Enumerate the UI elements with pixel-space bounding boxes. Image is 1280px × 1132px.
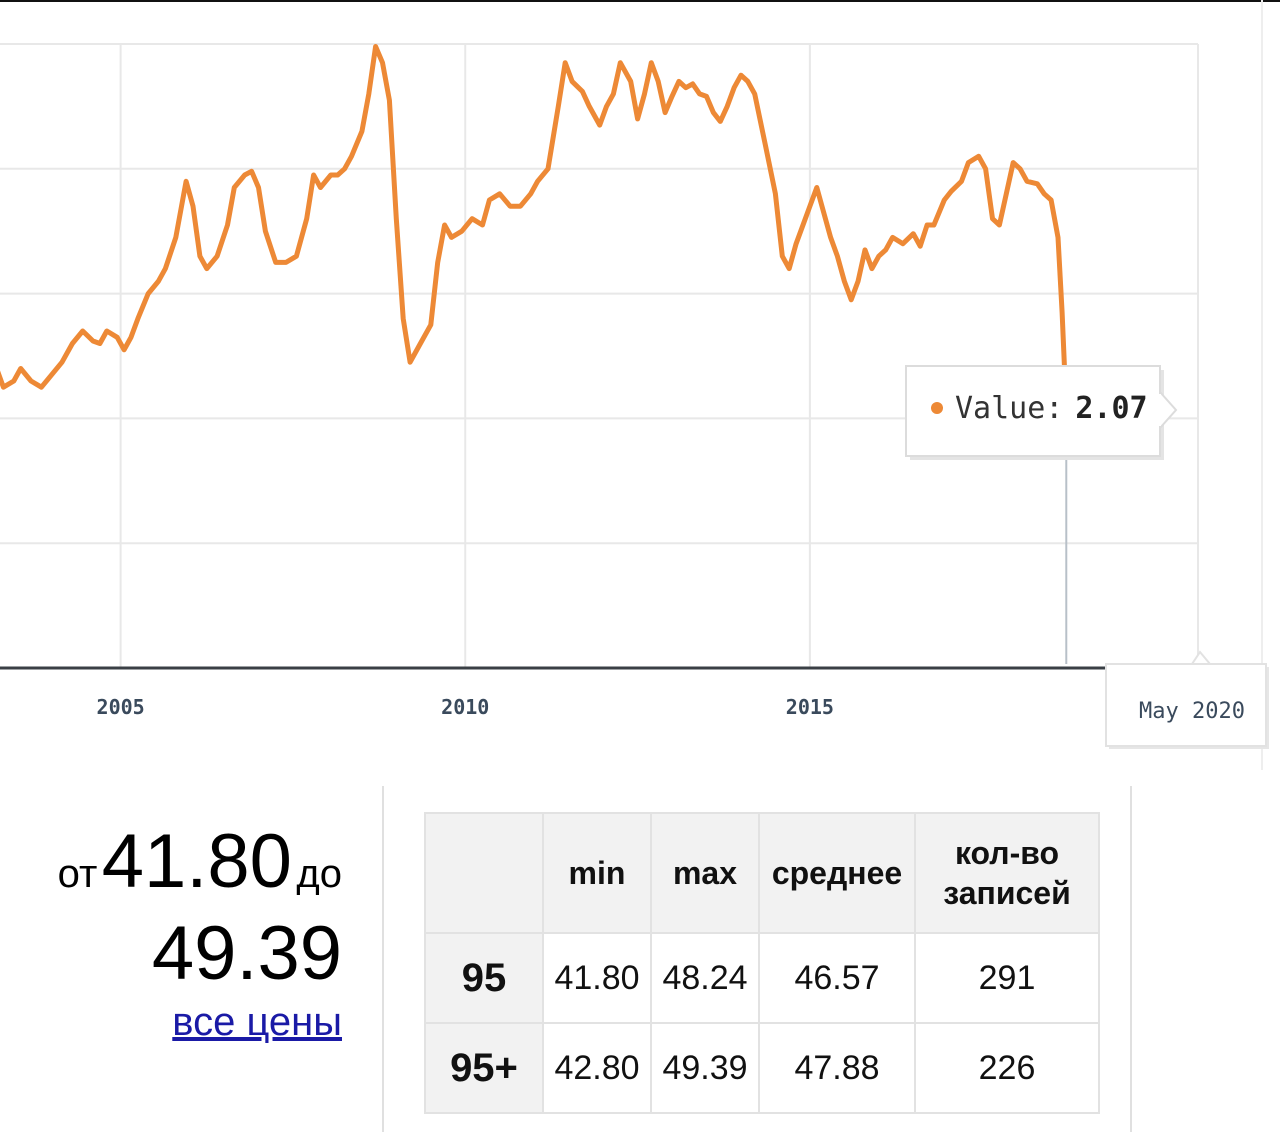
header-average: среднее: [758, 812, 916, 934]
table-header-row: min max среднее кол-во записей: [424, 812, 1100, 934]
cell-min: 42.80: [542, 1022, 652, 1114]
x-axis-ticks: 2005 2010 2015: [97, 695, 834, 719]
tooltip: Value: 2.07: [905, 365, 1178, 460]
crosshair-date-label: May 2020: [1139, 699, 1245, 724]
cell-max: 49.39: [650, 1022, 760, 1114]
tooltip-text: Value: 2.07: [955, 391, 1148, 426]
x-tick-label: 2005: [97, 695, 145, 719]
max-price: 49.39: [151, 911, 342, 996]
cell-count: 291: [914, 932, 1100, 1024]
tooltip-value: 2.07: [1075, 391, 1147, 426]
price-range-line: от 41.80 до: [58, 818, 342, 905]
divider-right: [1130, 786, 1132, 1132]
row-label: 95: [424, 932, 544, 1024]
table-row: 95+ 42.80 49.39 47.88 226: [424, 1022, 1100, 1114]
cell-count: 226: [914, 1022, 1100, 1114]
cell-min: 41.80: [542, 932, 652, 1024]
from-word: от: [57, 852, 98, 896]
header-empty: [424, 812, 544, 934]
header-count: кол-во записей: [914, 812, 1100, 934]
tooltip-label: Value:: [955, 391, 1063, 426]
header-min: min: [542, 812, 652, 934]
x-tick-label: 2015: [786, 695, 834, 719]
top-border: [0, 0, 1280, 2]
tooltip-series-dot: [931, 402, 943, 414]
all-prices-link[interactable]: все цены: [172, 1000, 342, 1044]
cell-average: 47.88: [758, 1022, 916, 1114]
cell-average: 46.57: [758, 932, 916, 1024]
series-line: [0, 44, 1069, 413]
crosshair-label-box: May 2020: [1105, 650, 1269, 749]
to-word: до: [296, 852, 342, 896]
divider-left: [382, 786, 384, 1132]
row-label: 95+: [424, 1022, 544, 1114]
table-row: 95 41.80 48.24 46.57 291: [424, 932, 1100, 1024]
x-tick-label: 2010: [441, 695, 489, 719]
price-history-chart: 2005 2010 2015 May 2020 Value: 2.07: [0, 0, 1269, 770]
min-price: 41.80: [101, 819, 292, 904]
fuel-stats-table: min max среднее кол-во записей 95 41.80 …: [424, 812, 1100, 1114]
header-max: max: [650, 812, 760, 934]
crosshair: May 2020: [1065, 429, 1269, 749]
cell-max: 48.24: [650, 932, 760, 1024]
